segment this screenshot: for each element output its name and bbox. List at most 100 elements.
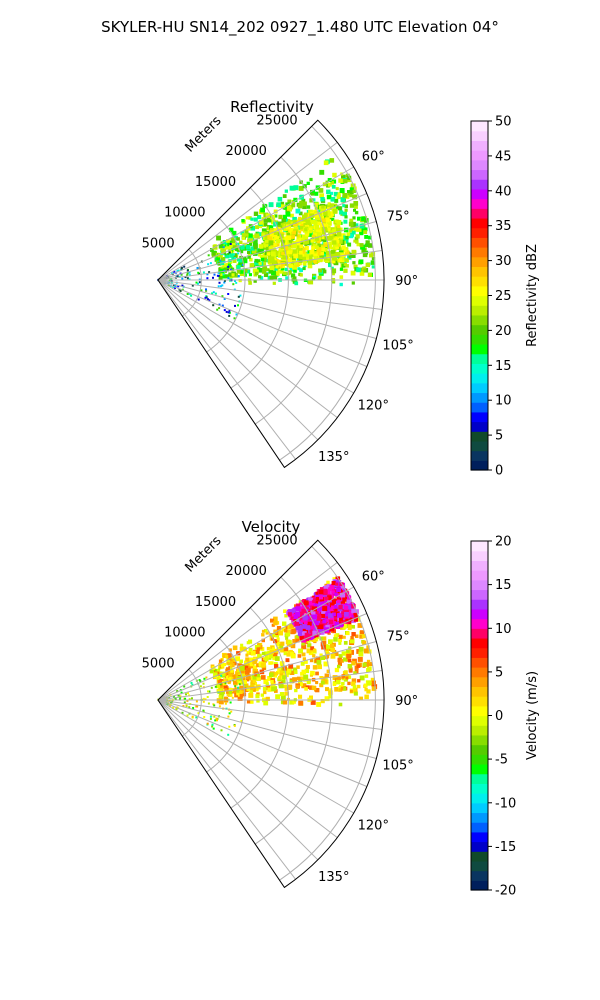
echo-gate — [230, 662, 235, 668]
echo-gate — [305, 665, 310, 669]
echo-gate — [206, 273, 209, 276]
echo-gate — [334, 651, 339, 657]
echo-gate — [321, 253, 326, 258]
echo-gate — [211, 292, 213, 295]
echo-gate — [221, 304, 224, 307]
echo-gate — [277, 221, 282, 226]
echo-gate — [176, 690, 179, 693]
echo-gate — [338, 688, 342, 692]
echo-gate — [296, 234, 300, 238]
echo-gate — [248, 639, 253, 644]
echo-gate — [231, 696, 234, 699]
echo-gate — [343, 262, 347, 266]
echo-gate — [319, 595, 323, 600]
echo-gate — [185, 693, 187, 696]
echo-gate — [265, 696, 270, 701]
echo-gate — [327, 590, 332, 595]
colorbar-segment — [471, 715, 488, 726]
echo-gate — [335, 582, 339, 586]
echo-gate — [351, 681, 356, 687]
echo-gate — [220, 257, 226, 262]
echo-gate — [276, 243, 280, 247]
echo-gate — [202, 700, 205, 703]
echo-gate — [230, 656, 234, 660]
echo-gate — [241, 263, 244, 266]
echo-gate — [229, 701, 232, 704]
echo-gate — [283, 245, 289, 251]
echo-gate — [340, 601, 345, 606]
echo-gate — [278, 227, 283, 233]
range-tick-label: 5000 — [142, 656, 175, 671]
colorbar-segment — [471, 618, 488, 629]
echo-gate — [285, 631, 291, 637]
echo-gate — [340, 620, 345, 624]
echo-gate — [363, 648, 369, 654]
echo-gate — [287, 612, 292, 617]
echo-gate — [252, 679, 257, 684]
echo-gate — [240, 720, 243, 723]
echo-gate — [183, 685, 186, 688]
echo-gate — [267, 687, 272, 692]
echo-gate — [284, 236, 289, 241]
echo-gate — [180, 691, 183, 694]
echo-gate — [353, 264, 358, 269]
echo-gate — [337, 206, 342, 211]
echo-gate — [356, 267, 361, 273]
echo-gate — [358, 646, 364, 652]
echo-gate — [333, 637, 338, 642]
echo-gate — [363, 230, 368, 234]
echo-gate — [263, 679, 269, 685]
echo-gate — [311, 189, 315, 194]
echo-gate — [361, 216, 366, 222]
echo-gate — [299, 242, 303, 246]
echo-gate — [235, 248, 239, 252]
colorbar-segment — [471, 237, 488, 248]
echo-gate — [205, 296, 208, 299]
echo-gate — [220, 285, 222, 288]
echo-gate — [333, 604, 338, 609]
echo-gate — [313, 231, 318, 236]
echo-gate — [174, 286, 176, 289]
echo-gate — [330, 197, 335, 202]
echo-gate — [214, 669, 217, 672]
echo-gate — [273, 639, 278, 644]
echo-gate — [215, 717, 218, 720]
range-tick-label: 25000 — [256, 113, 297, 128]
echo-gate — [340, 197, 346, 202]
echo-gate — [309, 600, 314, 606]
echo-gate — [298, 614, 303, 619]
echo-gate — [317, 243, 321, 248]
colorbar-tick-label: -20 — [495, 884, 516, 899]
echo-gate — [197, 712, 200, 715]
colorbar-segment — [471, 705, 488, 717]
echo-gate — [248, 273, 252, 277]
echo-gate — [292, 249, 297, 254]
echo-gate — [202, 709, 205, 712]
echo-gate — [311, 219, 316, 225]
echo-gate — [367, 243, 373, 248]
echo-gate — [224, 672, 228, 676]
echo-gate — [277, 666, 282, 671]
echo-gate — [337, 657, 342, 663]
echo-gate — [239, 694, 244, 698]
echo-gate — [218, 699, 224, 705]
echo-gate — [320, 680, 325, 685]
echo-gate — [302, 214, 307, 220]
echo-gate — [306, 253, 312, 259]
range-ring — [182, 248, 202, 317]
range-tick-label: 15000 — [195, 595, 236, 610]
echo-gate — [218, 695, 222, 699]
echo-gate — [207, 702, 210, 705]
echo-gate — [240, 669, 245, 674]
echo-gate — [186, 699, 189, 702]
echo-gate — [318, 598, 322, 602]
echo-gate — [294, 619, 300, 625]
echo-gate — [320, 197, 325, 202]
echo-gate — [317, 619, 321, 623]
echo-gate — [364, 218, 369, 223]
colorbar-segment — [471, 783, 488, 794]
echo-gate — [213, 704, 216, 707]
echo-gate — [335, 633, 340, 638]
echo-gate — [326, 655, 330, 659]
echo-gate — [230, 674, 236, 680]
